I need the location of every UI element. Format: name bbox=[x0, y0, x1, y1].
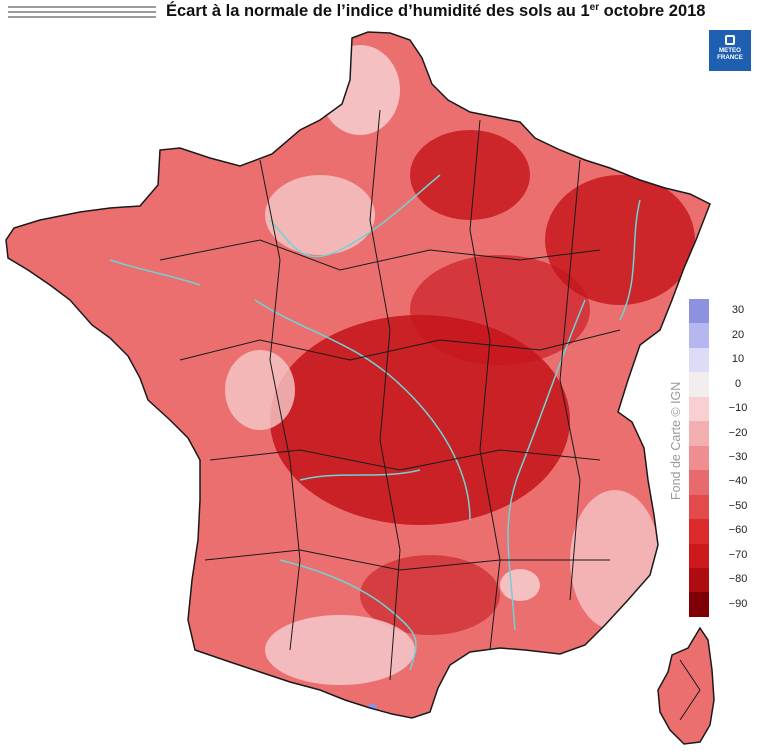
legend-label: −40 bbox=[728, 475, 748, 488]
border-line bbox=[209, 449, 601, 471]
title-bar: Écart à la normale de l’indice d’humidit… bbox=[0, 0, 764, 26]
vilaine-river bbox=[109, 259, 201, 286]
border-line bbox=[369, 109, 401, 681]
soil-moisture-map bbox=[5, 31, 715, 745]
department-borders bbox=[5, 31, 715, 745]
legend-label: −50 bbox=[728, 499, 748, 512]
legend-swatch bbox=[689, 396, 709, 422]
legend-labels: 30 20 10 0 −10 −20 −30 −40 −50 −60 −70 −80 −90 bbox=[716, 299, 764, 617]
legend-label: −60 bbox=[728, 524, 748, 537]
meteo-france-logo: METEO FRANCE bbox=[709, 30, 751, 71]
legend-swatch bbox=[689, 494, 709, 520]
map-credit: Fond de Carte © IGN bbox=[669, 381, 683, 500]
legend-label: 0 bbox=[734, 377, 742, 390]
border-line bbox=[179, 329, 621, 361]
border-line bbox=[559, 159, 581, 601]
legend-label: −20 bbox=[728, 426, 748, 439]
dordogne-river bbox=[299, 469, 421, 481]
legend-swatch bbox=[689, 445, 709, 471]
northeast-deficit-zone bbox=[410, 130, 530, 220]
rhine-river bbox=[619, 199, 641, 321]
color-scale-legend bbox=[689, 299, 709, 617]
border-line bbox=[259, 159, 301, 651]
legend-swatch bbox=[689, 470, 709, 495]
rhone-river bbox=[507, 299, 586, 631]
legend-swatch bbox=[689, 567, 709, 593]
burgundy-deficit-zone bbox=[410, 255, 590, 365]
corsica-landmass bbox=[658, 628, 714, 744]
legend-label: −30 bbox=[728, 451, 748, 463]
pyrenees-light-zone bbox=[265, 615, 415, 685]
legend-label: −80 bbox=[728, 573, 748, 586]
garonne-river bbox=[279, 559, 417, 671]
seine-river bbox=[269, 174, 441, 258]
legend-label: 20 bbox=[731, 328, 745, 341]
normandy-light-zone bbox=[265, 175, 375, 255]
legend-label: −90 bbox=[728, 597, 748, 610]
legend-swatch bbox=[689, 543, 709, 568]
legend-swatch bbox=[689, 519, 709, 544]
legend-swatch bbox=[689, 323, 709, 348]
legend-label: 10 bbox=[731, 353, 745, 366]
rhone-light-zone bbox=[500, 569, 540, 601]
loire-river bbox=[254, 299, 471, 521]
west-light-zone bbox=[225, 350, 295, 430]
border-line bbox=[159, 239, 601, 271]
legend-swatch bbox=[689, 421, 709, 446]
border-line bbox=[204, 549, 610, 571]
title-decoration bbox=[8, 6, 156, 18]
border-line bbox=[679, 659, 701, 721]
north-light-zone bbox=[320, 45, 400, 135]
legend-label: −10 bbox=[728, 402, 748, 415]
legend-swatch bbox=[689, 299, 709, 324]
border-line bbox=[469, 119, 501, 651]
legend-swatch bbox=[689, 592, 709, 617]
map-title: Écart à la normale de l’indice d’humidit… bbox=[166, 2, 706, 20]
logo-mark-icon bbox=[725, 35, 735, 45]
legend-label: 30 bbox=[731, 304, 745, 317]
rivers bbox=[109, 174, 641, 671]
legend-label: −70 bbox=[728, 548, 748, 561]
east-deficit-zone bbox=[545, 175, 695, 305]
legend-swatch bbox=[689, 347, 709, 373]
central-deficit-zone bbox=[270, 315, 570, 525]
legend-swatch bbox=[689, 372, 709, 397]
